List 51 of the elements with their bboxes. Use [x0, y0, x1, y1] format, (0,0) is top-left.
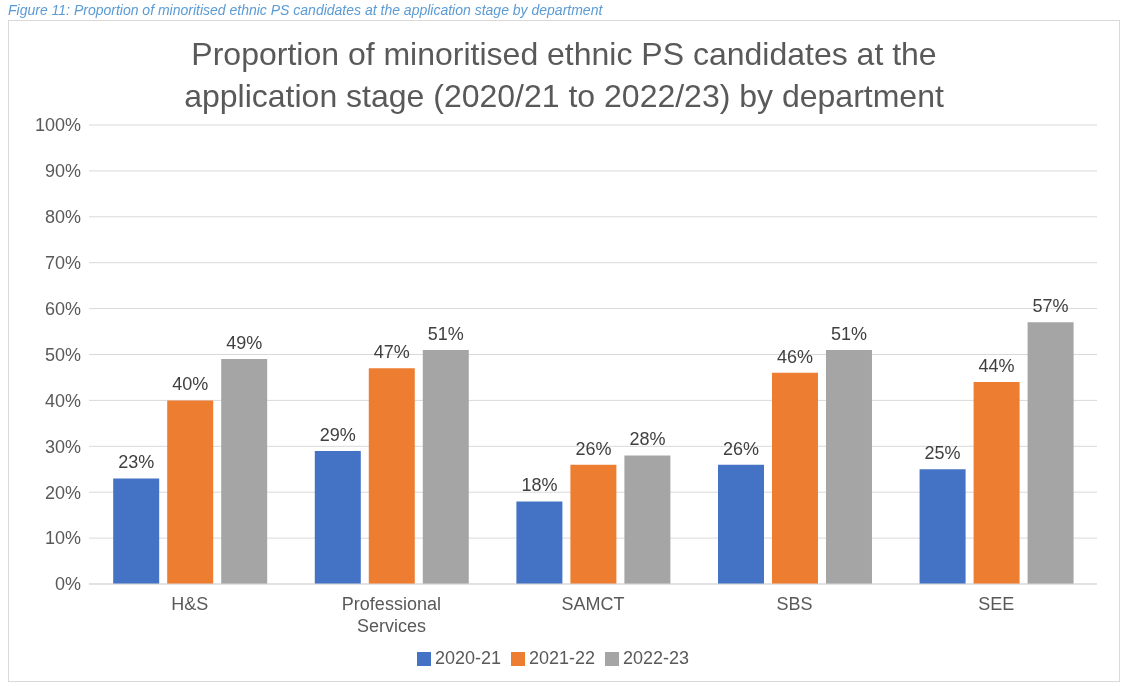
y-tick-label: 40%	[44, 390, 81, 411]
y-tick-label: 90%	[44, 161, 81, 182]
x-tick-label: SAMCT	[561, 594, 625, 614]
data-label: 51%	[427, 323, 464, 344]
y-tick-label: 70%	[44, 253, 81, 274]
data-label: 49%	[226, 333, 263, 354]
data-label: 29%	[319, 424, 356, 445]
bar	[113, 478, 160, 584]
bar	[167, 400, 214, 584]
bar	[221, 359, 268, 584]
y-tick-label: 10%	[44, 528, 81, 549]
legend-label: 2021-22	[528, 648, 596, 668]
data-label: 23%	[118, 452, 155, 473]
bar	[973, 382, 1020, 584]
bar	[368, 368, 415, 584]
bar	[570, 464, 617, 584]
data-label: 46%	[776, 346, 814, 367]
y-tick-label: 0%	[54, 574, 81, 595]
x-tick-label: SEE	[978, 594, 1015, 614]
data-label: 40%	[172, 374, 209, 395]
data-label: 47%	[373, 342, 410, 363]
bar	[314, 450, 361, 584]
x-tick-label: H&S	[171, 594, 209, 614]
data-label: 28%	[629, 429, 666, 450]
caption: Figure 11: Proportion of minoritised ethnic PS candidates at the application stage by department	[8, 2, 604, 18]
y-tick-label: 50%	[44, 344, 81, 365]
bar	[771, 372, 818, 584]
bar	[717, 464, 764, 584]
y-tick-label: 80%	[44, 207, 81, 228]
data-label: 18%	[521, 475, 558, 496]
data-label: 25%	[924, 443, 961, 464]
data-label: 51%	[830, 323, 868, 344]
bar	[624, 455, 671, 584]
data-label: 44%	[978, 356, 1015, 377]
x-tick-label: Professional Services	[341, 594, 441, 636]
chart-title: Proportion of minoritised ethnic PS candidates at the application stage (2020/21 to 2022/23) by department	[183, 35, 945, 116]
bar	[919, 469, 966, 584]
x-tick-label: SBS	[776, 594, 813, 614]
y-tick-label: 20%	[44, 482, 81, 503]
legend-label: 2022-23	[623, 648, 690, 668]
y-tick-label: 30%	[44, 436, 81, 457]
bar	[422, 349, 469, 584]
bar	[825, 349, 872, 584]
data-label: 57%	[1032, 296, 1069, 317]
y-tick-label: 60%	[44, 298, 81, 319]
data-label: 26%	[575, 438, 612, 459]
y-tick-label: 100%	[34, 115, 81, 136]
bar	[1027, 322, 1074, 584]
data-label: 26%	[722, 438, 760, 459]
bar	[516, 501, 563, 584]
legend-label: 2020-21	[434, 648, 501, 668]
